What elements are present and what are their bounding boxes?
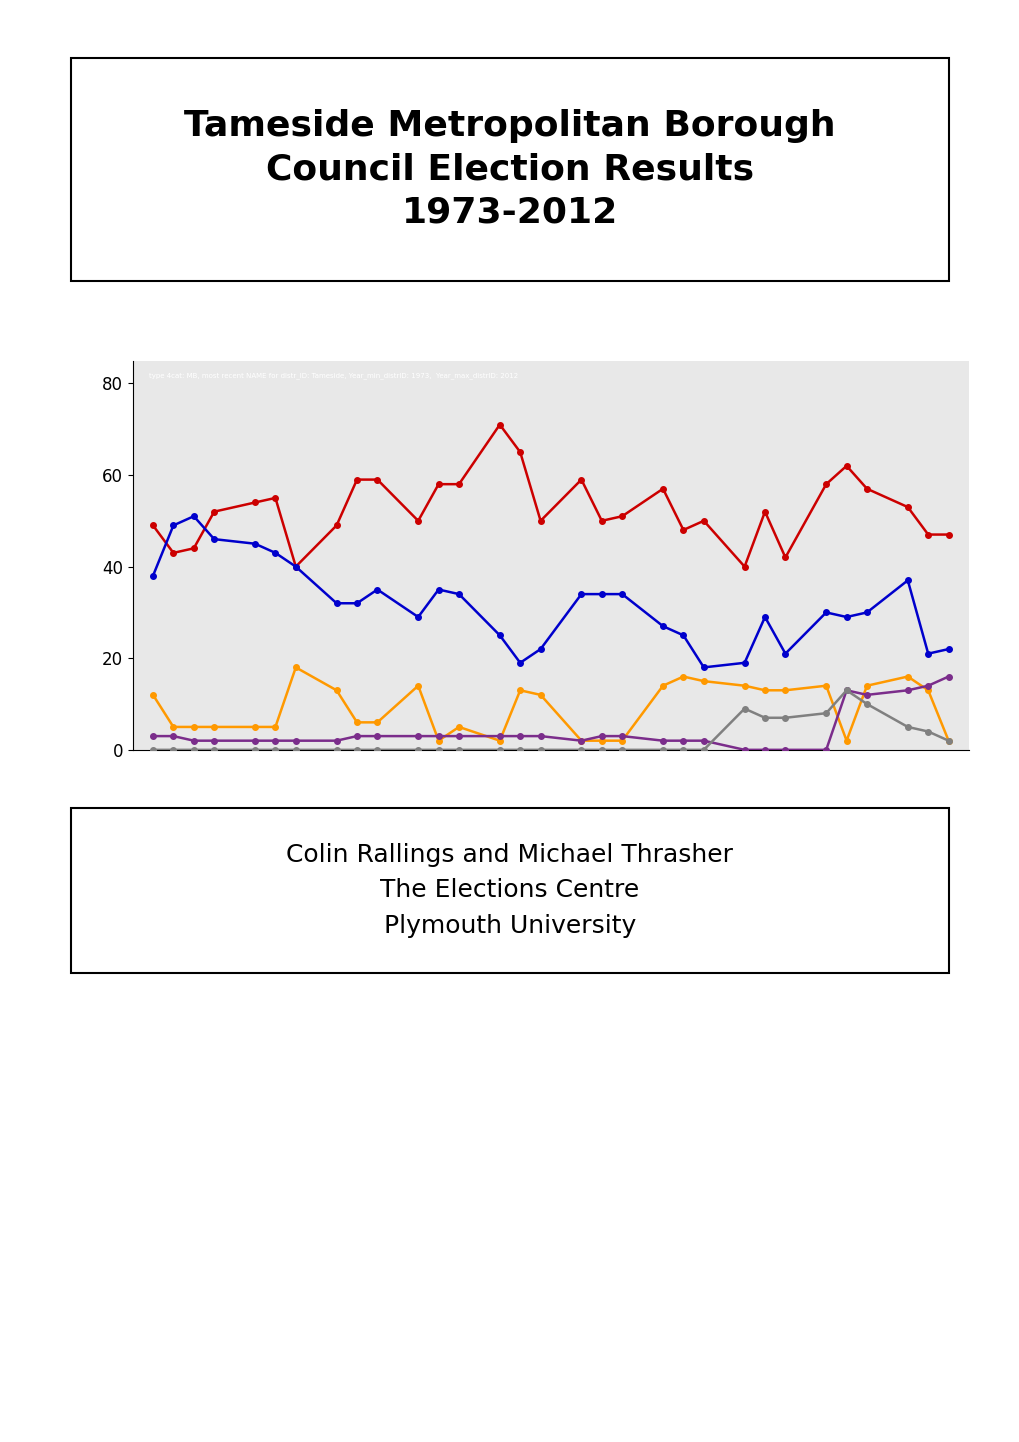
FancyBboxPatch shape — [71, 808, 948, 973]
FancyBboxPatch shape — [71, 58, 948, 281]
Text: type 4cat: MB, most recent NAME for distr_ID: Tameside, Year_min_distrID: 1973, : type 4cat: MB, most recent NAME for dist… — [149, 372, 518, 379]
Text: Colin Rallings and Michael Thrasher
The Elections Centre
Plymouth University: Colin Rallings and Michael Thrasher The … — [286, 844, 733, 937]
Text: Tameside Metropolitan Borough
Council Election Results
1973-2012: Tameside Metropolitan Borough Council El… — [184, 110, 835, 229]
